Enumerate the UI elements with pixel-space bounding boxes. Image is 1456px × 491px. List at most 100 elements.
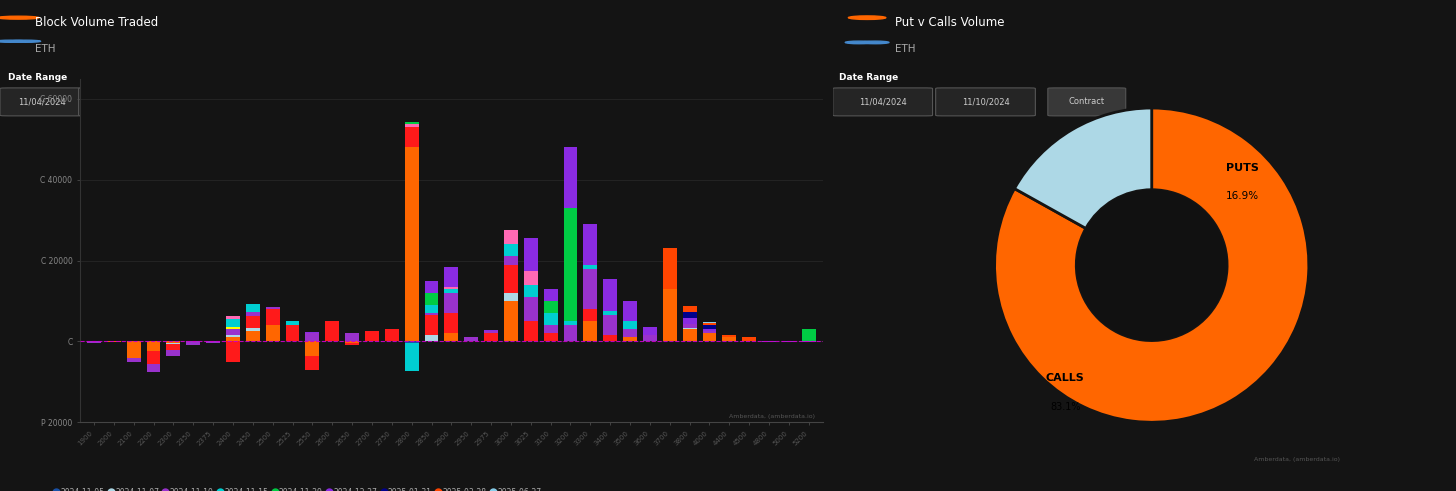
FancyBboxPatch shape bbox=[162, 88, 223, 116]
Bar bbox=[524, 271, 537, 285]
Bar bbox=[702, 329, 716, 331]
Bar bbox=[147, 352, 160, 364]
Bar bbox=[127, 341, 141, 357]
Bar bbox=[147, 364, 160, 372]
Bar bbox=[246, 331, 259, 341]
Bar bbox=[603, 315, 617, 335]
Text: PUTS: PUTS bbox=[1226, 163, 1259, 173]
Text: 83.1%: 83.1% bbox=[1050, 402, 1080, 411]
Bar bbox=[802, 329, 815, 341]
Text: Amberdata, (amberdata.io): Amberdata, (amberdata.io) bbox=[729, 414, 815, 419]
Bar bbox=[722, 335, 737, 337]
Bar bbox=[226, 319, 240, 327]
Bar bbox=[504, 245, 518, 256]
Bar bbox=[702, 331, 716, 333]
FancyBboxPatch shape bbox=[833, 88, 932, 116]
Circle shape bbox=[1076, 190, 1227, 341]
Circle shape bbox=[862, 41, 890, 44]
Bar bbox=[425, 305, 438, 313]
Text: 11/10/2024: 11/10/2024 bbox=[961, 97, 1009, 107]
Wedge shape bbox=[1015, 108, 1152, 228]
Bar bbox=[226, 337, 240, 341]
Bar bbox=[226, 329, 240, 335]
Bar bbox=[683, 318, 696, 324]
Bar bbox=[246, 316, 259, 328]
Bar bbox=[246, 304, 259, 312]
Bar bbox=[802, 341, 815, 342]
Bar bbox=[543, 325, 558, 333]
Bar bbox=[365, 331, 379, 341]
Bar bbox=[226, 316, 240, 319]
Bar bbox=[325, 321, 339, 341]
Text: 16.9%: 16.9% bbox=[1226, 191, 1259, 201]
Bar bbox=[444, 289, 459, 293]
Bar bbox=[246, 328, 259, 331]
Bar bbox=[782, 341, 796, 342]
Circle shape bbox=[0, 40, 26, 42]
Bar bbox=[425, 313, 438, 315]
Bar bbox=[623, 329, 636, 337]
Bar bbox=[623, 301, 636, 321]
Bar bbox=[444, 313, 459, 333]
Bar bbox=[444, 287, 459, 289]
Bar bbox=[683, 312, 696, 318]
FancyBboxPatch shape bbox=[1048, 88, 1125, 116]
Bar bbox=[603, 279, 617, 311]
Bar bbox=[405, 341, 419, 343]
Circle shape bbox=[10, 40, 41, 42]
Text: Put v Calls Volume: Put v Calls Volume bbox=[895, 17, 1005, 29]
Text: Date Range: Date Range bbox=[839, 73, 898, 82]
Text: Contract: Contract bbox=[1069, 97, 1105, 107]
Bar bbox=[127, 357, 141, 362]
Bar bbox=[702, 325, 716, 329]
Bar bbox=[603, 335, 617, 341]
Bar bbox=[504, 301, 518, 341]
Bar bbox=[106, 341, 121, 342]
Bar bbox=[722, 337, 737, 341]
Bar bbox=[186, 341, 199, 345]
FancyBboxPatch shape bbox=[79, 88, 163, 116]
Bar bbox=[524, 321, 537, 341]
Bar bbox=[345, 341, 360, 343]
Bar bbox=[306, 341, 319, 355]
Bar bbox=[504, 265, 518, 293]
FancyBboxPatch shape bbox=[0, 88, 84, 116]
Bar bbox=[226, 327, 240, 329]
Bar bbox=[246, 312, 259, 316]
Bar bbox=[623, 337, 636, 341]
Bar bbox=[644, 335, 657, 341]
Bar bbox=[683, 324, 696, 328]
Bar bbox=[444, 293, 459, 313]
Bar bbox=[563, 325, 578, 341]
Text: 11/04/2024: 11/04/2024 bbox=[19, 97, 66, 107]
Bar bbox=[683, 306, 696, 312]
Bar bbox=[743, 336, 756, 337]
Bar bbox=[226, 335, 240, 337]
Legend: 2024-11-05, 2024-11-06, 2024-11-07, 2024-11-08, 2024-11-10, 2024-11-11, 2024-11-: 2024-11-05, 2024-11-06, 2024-11-07, 2024… bbox=[54, 488, 542, 491]
Text: Contract: Contract bbox=[175, 97, 210, 107]
Bar bbox=[683, 329, 696, 341]
Circle shape bbox=[0, 16, 39, 19]
Text: 11/10/2024: 11/10/2024 bbox=[98, 97, 144, 107]
Bar bbox=[543, 301, 558, 313]
Bar bbox=[524, 285, 537, 297]
Bar bbox=[265, 309, 280, 325]
Bar bbox=[345, 333, 360, 341]
Bar bbox=[166, 343, 181, 344]
Bar bbox=[603, 311, 617, 315]
Text: ETH: ETH bbox=[35, 44, 55, 54]
Bar bbox=[425, 293, 438, 305]
Bar bbox=[524, 238, 537, 271]
Bar bbox=[285, 325, 300, 341]
Bar bbox=[405, 124, 419, 127]
Bar bbox=[584, 309, 597, 321]
Text: Amberdata, (amberdata.io): Amberdata, (amberdata.io) bbox=[1254, 457, 1340, 462]
Bar bbox=[483, 331, 498, 333]
Bar bbox=[504, 230, 518, 245]
Bar bbox=[662, 289, 677, 341]
Bar bbox=[166, 350, 181, 356]
Bar bbox=[384, 329, 399, 341]
Bar bbox=[285, 321, 300, 325]
Bar bbox=[524, 297, 537, 321]
Bar bbox=[543, 313, 558, 325]
